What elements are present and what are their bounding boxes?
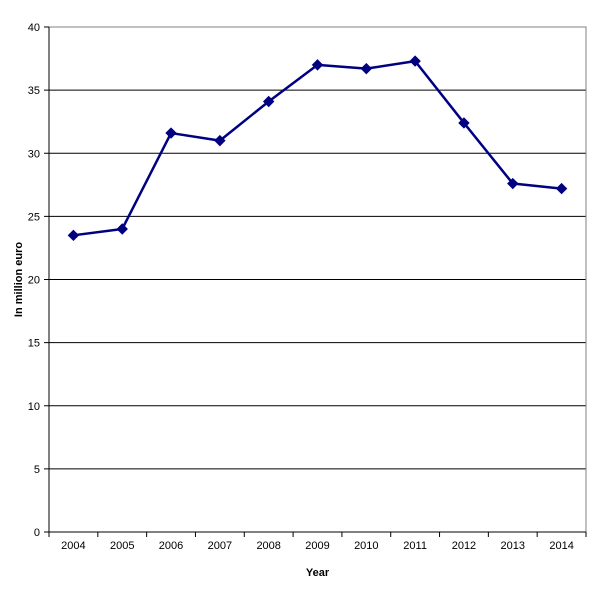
- y-tick-label: 40: [28, 22, 40, 34]
- x-tick-label: 2011: [403, 540, 427, 552]
- data-point: [507, 177, 519, 190]
- x-tick-label: 2012: [452, 540, 476, 552]
- data-point: [311, 59, 324, 71]
- x-tick-label: 2010: [354, 540, 378, 552]
- data-point: [409, 55, 421, 67]
- data-point: [165, 127, 177, 139]
- x-tick-label: 2009: [305, 540, 329, 552]
- series-layer: [67, 55, 568, 242]
- y-tick-label: 5: [34, 464, 40, 476]
- x-tick-label: 2014: [549, 540, 573, 552]
- y-tick-label: 15: [28, 338, 40, 350]
- y-tick-label: 30: [28, 148, 40, 160]
- y-tick-label: 0: [34, 527, 40, 539]
- x-axis: 2004 2005 2006 2007 2008 2009 2010 2011 2012 2013…: [48, 531, 587, 552]
- y-axis-title: In million euro: [13, 242, 25, 317]
- x-tick-label: 2007: [208, 540, 232, 552]
- x-tick-label: 2006: [159, 540, 183, 552]
- y-tick-label: 20: [28, 275, 40, 287]
- x-tick-label: 2013: [501, 540, 525, 552]
- data-point: [116, 223, 128, 235]
- y-axis: 0 5 10 15 20 25 30 35 40: [28, 22, 50, 539]
- plot-area: [48, 26, 587, 533]
- data-point: [555, 182, 568, 195]
- y-tick-label: 25: [28, 211, 40, 223]
- y-tick-label: 35: [28, 85, 40, 97]
- x-tick-label: 2004: [61, 540, 85, 552]
- data-point: [67, 229, 80, 242]
- data-point: [262, 95, 275, 108]
- x-tick-label: 2005: [110, 540, 134, 552]
- x-axis-title: Year: [306, 567, 330, 579]
- data-point: [214, 134, 226, 147]
- x-tick-label: 2008: [256, 540, 280, 552]
- data-point: [458, 117, 470, 129]
- data-point: [360, 62, 373, 75]
- y-tick-label: 10: [28, 401, 40, 413]
